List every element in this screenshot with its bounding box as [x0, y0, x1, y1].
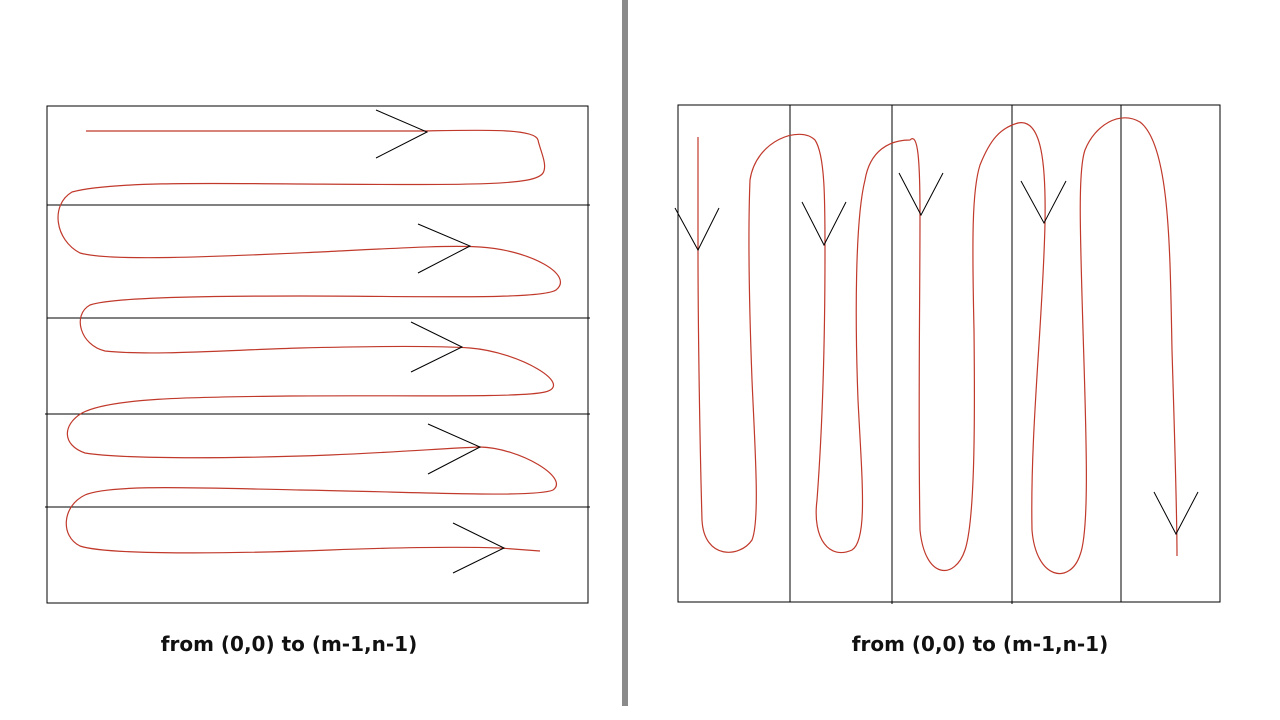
row-traversal-diagram: from (0,0) to (m-1,n-1) [45, 105, 590, 656]
column-diagram-caption: from (0,0) to (m-1,n-1) [852, 632, 1108, 656]
right-arrow-icon [375, 109, 429, 159]
row-arrowheads [375, 109, 506, 574]
row-grid-frame [46, 105, 589, 604]
column-traversal-diagram: from (0,0) to (m-1,n-1) [674, 104, 1221, 656]
right-arrow-icon [410, 321, 464, 373]
down-arrow-icon [801, 201, 847, 247]
right-arrow-icon [452, 522, 506, 574]
row-snake-path [57, 129, 562, 554]
column-snake-path [697, 117, 1178, 574]
row-diagram-caption: from (0,0) to (m-1,n-1) [161, 632, 417, 656]
down-arrow-icon [1020, 180, 1067, 225]
column-arrowheads [674, 172, 1199, 536]
down-arrow-icon [1153, 491, 1199, 536]
column-grid-frame [677, 104, 1221, 603]
right-arrow-icon [427, 423, 482, 475]
down-arrow-icon [674, 207, 720, 252]
down-arrow-icon [898, 172, 944, 217]
right-arrow-icon [417, 223, 472, 274]
